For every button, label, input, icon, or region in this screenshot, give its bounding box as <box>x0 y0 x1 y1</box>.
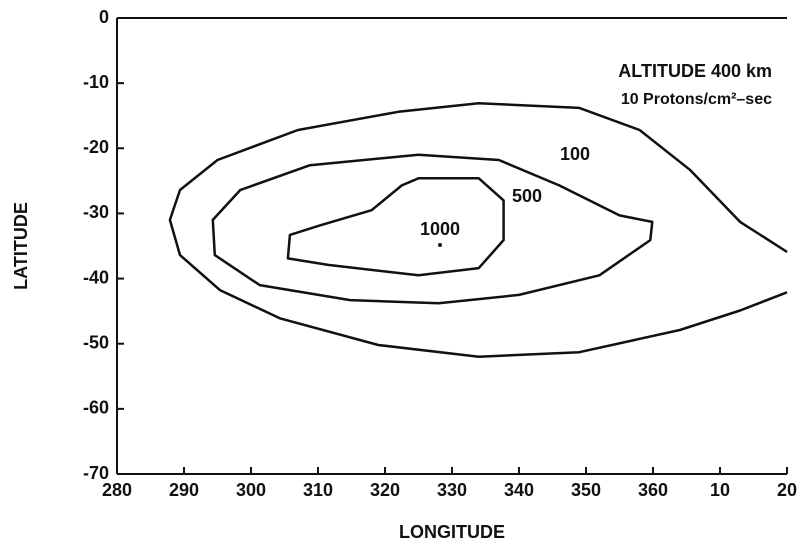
x-tick-label: 330 <box>437 480 467 500</box>
contour-line <box>211 153 654 305</box>
x-tick-label: 280 <box>102 480 132 500</box>
x-tick-label: 340 <box>504 480 534 500</box>
annotation: 10 Protons/cm²–sec <box>621 91 772 108</box>
y-tick-label: -60 <box>83 398 109 418</box>
x-tick-label: 360 <box>638 480 668 500</box>
contour-label: 1000 <box>420 219 460 239</box>
x-tick-label: 310 <box>303 480 333 500</box>
x-tick-label: 20 <box>777 480 797 500</box>
x-tick-label: 300 <box>236 480 266 500</box>
y-tick-label: 0 <box>99 7 109 27</box>
x-tick-label: 10 <box>710 480 730 500</box>
contour-label: 500 <box>512 186 542 206</box>
x-tick-label: 320 <box>370 480 400 500</box>
dot <box>438 243 442 247</box>
x-tick-label: 290 <box>169 480 199 500</box>
y-tick-label: -10 <box>83 72 109 92</box>
y-tick-label: -70 <box>83 463 109 483</box>
contour-line <box>286 177 505 277</box>
contour-line <box>168 102 788 358</box>
y-tick-label: -50 <box>83 332 109 352</box>
annotation: ALTITUDE 400 km <box>618 61 772 81</box>
x-tick-label: 350 <box>571 480 601 500</box>
y-axis-label: LATITUDE <box>11 202 31 290</box>
contour-label: 100 <box>560 144 590 164</box>
y-tick-label: -30 <box>83 202 109 222</box>
x-axis-label: LONGITUDE <box>399 522 505 542</box>
y-tick-label: -20 <box>83 137 109 157</box>
y-tick-label: -40 <box>83 267 109 287</box>
